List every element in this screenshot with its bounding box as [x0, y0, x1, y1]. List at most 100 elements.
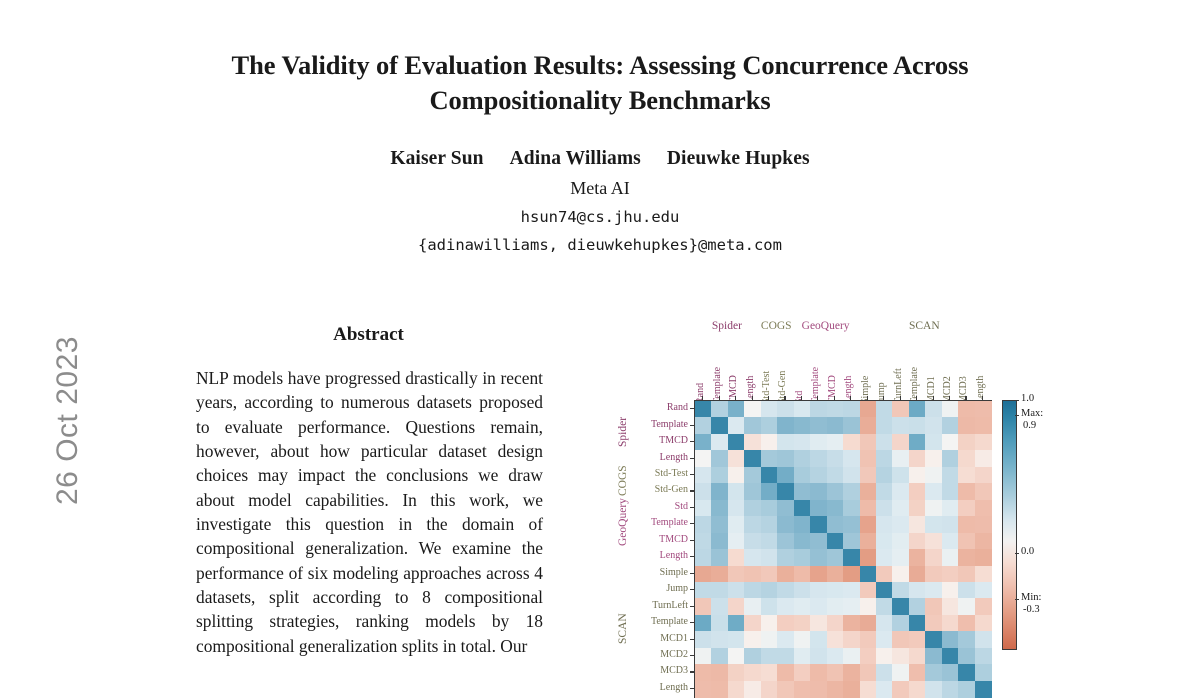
- heatmap-cell: [892, 499, 910, 517]
- heatmap-cell: [941, 549, 959, 567]
- heatmap-cell: [826, 664, 844, 682]
- heatmap-cell: [793, 516, 811, 534]
- heatmap-cell: [843, 401, 861, 419]
- heatmap-cell: [826, 466, 844, 484]
- heatmap-cell: [826, 417, 844, 435]
- y-axis-tick: [690, 622, 694, 624]
- heatmap-cell: [711, 549, 729, 567]
- heatmap-cell: [925, 631, 943, 649]
- x-axis-tick: [751, 396, 753, 400]
- heatmap-cell: [777, 614, 795, 632]
- heatmap-cell: [925, 417, 943, 435]
- heatmap-cell: [711, 417, 729, 435]
- heatmap-cell: [695, 664, 713, 682]
- heatmap-cell: [727, 499, 745, 517]
- concurrence-heatmap-figure: Spider COGS GeoQuery SCAN Rand Template TMCD L…: [608, 318, 1078, 698]
- heatmap-cell: [859, 631, 877, 649]
- heatmap-cell: [744, 433, 762, 451]
- heatmap-cell: [908, 401, 926, 419]
- heatmap-cell: [908, 466, 926, 484]
- heatmap-cell: [744, 450, 762, 468]
- heatmap-cell: [826, 680, 844, 698]
- heatmap-cell: [843, 631, 861, 649]
- heatmap-cell: [777, 401, 795, 419]
- heatmap-cell: [793, 565, 811, 583]
- y-tick-label: Std-Test: [654, 468, 688, 480]
- heatmap-cell: [925, 433, 943, 451]
- y-axis-tick: [690, 654, 694, 657]
- heatmap-cell: [810, 664, 828, 682]
- heatmap-cell: [744, 499, 762, 517]
- heatmap-cell: [875, 433, 893, 451]
- heatmap-cell: [793, 581, 811, 599]
- x-tick-label: TurnLeft: [892, 368, 904, 404]
- heatmap-cell: [727, 581, 745, 599]
- heatmap-cell: [777, 516, 795, 534]
- y-tick-label: Rand: [666, 402, 688, 414]
- heatmap-cell: [892, 516, 910, 534]
- colorbar-annotation-label: Max:: [1021, 408, 1044, 420]
- heatmap-cell: [727, 565, 745, 583]
- heatmap-cell: [925, 565, 943, 583]
- heatmap-cell: [974, 401, 992, 419]
- heatmap-cell: [744, 549, 762, 567]
- x-tick-label: Template: [711, 366, 723, 404]
- heatmap-cell: [875, 450, 893, 468]
- heatmap-cell: [843, 647, 861, 665]
- heatmap-cell: [843, 614, 861, 632]
- heatmap-cell: [925, 401, 943, 419]
- x-axis-tick: [948, 396, 951, 400]
- heatmap-cell: [810, 516, 828, 534]
- heatmap-cell: [727, 532, 745, 550]
- heatmap-cell: [925, 680, 943, 698]
- colorbar-tick: [1015, 553, 1019, 555]
- y-tick-label: Template: [650, 616, 688, 628]
- heatmap-cell: [826, 401, 844, 419]
- heatmap-cell: [859, 466, 877, 484]
- heatmap-cell: [859, 565, 877, 583]
- heatmap-cell: [760, 499, 778, 517]
- y-axis-tick: [690, 424, 694, 426]
- heatmap-cell: [793, 631, 811, 649]
- heatmap-cell: [793, 499, 811, 517]
- heatmap-cell: [793, 647, 811, 665]
- heatmap-cell: [925, 581, 943, 599]
- y-axis-tick: [690, 605, 694, 607]
- heatmap-cell: [744, 631, 762, 649]
- paper-page: The Validity of Evaluation Results: Asse…: [196, 50, 1078, 698]
- heatmap-cell: [958, 483, 976, 501]
- x-axis-tick: [883, 396, 885, 400]
- heatmap-cell: [974, 647, 992, 665]
- heatmap-cell: [859, 499, 877, 517]
- heatmap-cell: [826, 614, 844, 632]
- heatmap-cell: [760, 516, 778, 534]
- y-axis-tick: [690, 506, 694, 509]
- heatmap-cell: [826, 483, 844, 501]
- heatmap-cell: [727, 664, 745, 682]
- heatmap-cell: [810, 401, 828, 419]
- heatmap-cell: [810, 565, 828, 583]
- heatmap-cell: [892, 565, 910, 583]
- y-tick-label: TurnLeft: [652, 599, 688, 611]
- heatmap-cell: [958, 614, 976, 632]
- heatmap-cell: [958, 647, 976, 665]
- heatmap-cell: [908, 614, 926, 632]
- heatmap-cell: [777, 466, 795, 484]
- heatmap-cell: [859, 598, 877, 616]
- heatmap-cell: [727, 631, 745, 649]
- x-axis-tick: [735, 396, 737, 400]
- heatmap-cell: [711, 499, 729, 517]
- heatmap-cell: [974, 581, 992, 599]
- row-group-label: GeoQuery: [617, 497, 629, 546]
- heatmap-cell: [892, 664, 910, 682]
- heatmap-cell: [695, 631, 713, 649]
- heatmap-cell: [727, 516, 745, 534]
- heatmap-cell: [859, 483, 877, 501]
- heatmap-cell: [760, 565, 778, 583]
- author-2: Adina Williams: [509, 148, 641, 169]
- column-group-label: SCAN: [908, 320, 940, 332]
- heatmap-cell: [810, 631, 828, 649]
- heatmap-cell: [695, 499, 713, 517]
- heatmap-cell: [711, 680, 729, 698]
- heatmap-cell: [843, 664, 861, 682]
